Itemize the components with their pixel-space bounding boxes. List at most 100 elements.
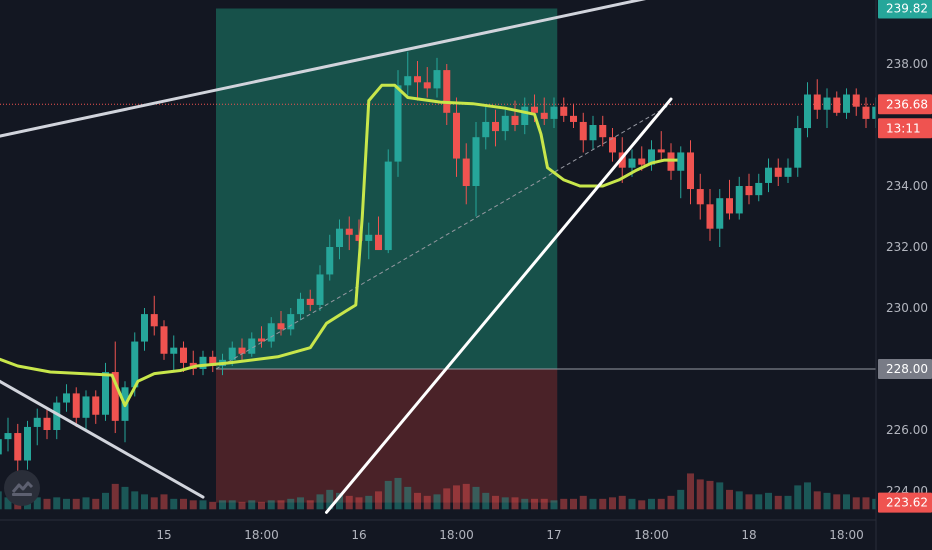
candle-body: [33, 417, 41, 427]
candle-body: [394, 85, 402, 162]
candle-body: [355, 234, 363, 241]
volume-bar: [189, 500, 197, 510]
candle-body: [258, 338, 265, 342]
candle-body: [404, 76, 412, 86]
volume-bar: [501, 497, 509, 510]
volume-bar: [833, 494, 841, 510]
volume-bar: [219, 500, 226, 510]
candle-body: [579, 121, 587, 141]
volume-bar: [111, 483, 119, 510]
volume-bar: [570, 498, 577, 510]
candle-body: [657, 149, 665, 153]
candle-body: [0, 439, 2, 455]
candle: [696, 173, 704, 220]
candle-body: [433, 70, 441, 89]
candle: [755, 173, 763, 202]
candle: [774, 158, 782, 186]
candle-body: [638, 158, 646, 165]
volume-bar: [453, 485, 460, 510]
candle: [258, 326, 265, 348]
time-tick-label: 18: [741, 528, 756, 542]
volume-bar: [82, 497, 90, 510]
volume-bar: [804, 482, 811, 510]
price-tags: 239.82 236.68 13:11 228.00 223.62: [878, 0, 932, 513]
volume-bar: [765, 492, 772, 510]
time-tick-label: 18:00: [439, 528, 474, 542]
candle-body: [375, 234, 382, 251]
candle: [804, 82, 811, 138]
candle-body: [716, 198, 724, 229]
candle-body: [209, 356, 217, 366]
candle-body: [726, 198, 733, 214]
time-tick-label: 18:00: [634, 528, 669, 542]
candle: [423, 67, 431, 98]
time-tick-label: 18:00: [244, 528, 279, 542]
candle: [141, 308, 148, 351]
candle: [443, 64, 451, 125]
candle: [375, 216, 382, 251]
price-tag: 13:11: [878, 118, 932, 139]
volume-bar: [63, 498, 70, 510]
candle: [472, 121, 480, 217]
candle: [24, 420, 31, 470]
volume-bar: [784, 495, 792, 510]
candle-body: [628, 158, 636, 168]
candle-body: [72, 393, 80, 418]
volume-bar: [423, 495, 431, 510]
candle: [453, 97, 460, 177]
candle: [297, 292, 304, 321]
candle: [657, 131, 665, 162]
volume-bar: [277, 500, 285, 510]
candle-body: [63, 393, 70, 403]
candle-body: [14, 433, 22, 461]
candle-body: [823, 97, 831, 110]
volume-bar: [209, 501, 217, 510]
price-tag-label: 239.82: [886, 1, 928, 15]
volume-bar: [365, 495, 373, 510]
price-tag-box: [878, 0, 932, 19]
candle: [618, 137, 626, 183]
price-tag-label: 223.62: [886, 496, 928, 510]
volume-bar: [560, 498, 568, 510]
candle-body: [745, 186, 753, 196]
price-tag-box: [878, 359, 932, 379]
candle-body: [599, 125, 607, 138]
candle-body: [228, 347, 236, 360]
candle: [716, 189, 724, 247]
candle: [560, 97, 568, 122]
candle-body: [199, 356, 207, 369]
volume-bar: [180, 498, 187, 510]
candle: [550, 97, 558, 129]
candle: [336, 219, 343, 260]
candle-body: [170, 347, 178, 354]
volume-bar: [677, 489, 685, 510]
candle-body: [589, 125, 597, 141]
volume-bar: [872, 498, 876, 510]
trend-line-upper-channel: [0, 0, 647, 138]
volume-bar: [550, 500, 558, 510]
volume-bar: [326, 489, 334, 510]
candle-body: [453, 112, 460, 159]
candle-body: [316, 274, 324, 305]
candle-body: [852, 94, 860, 107]
candle: [199, 350, 207, 376]
candle-body: [706, 204, 714, 229]
volume-bar: [199, 500, 207, 510]
volume-bar: [716, 482, 724, 510]
candle: [345, 216, 353, 251]
candle-body: [248, 338, 256, 354]
volume-bar: [726, 489, 733, 510]
volume-bar: [267, 500, 275, 510]
volume-bar: [375, 491, 382, 510]
volume-bar: [306, 500, 314, 510]
candle: [365, 222, 373, 260]
candle-body: [414, 76, 421, 83]
volume-bar: [579, 495, 587, 510]
candle-body: [833, 97, 841, 113]
candle-body: [423, 82, 431, 89]
candle-body: [384, 161, 392, 251]
candle-body: [735, 186, 743, 214]
price-tag-label: 236.68: [886, 97, 928, 111]
